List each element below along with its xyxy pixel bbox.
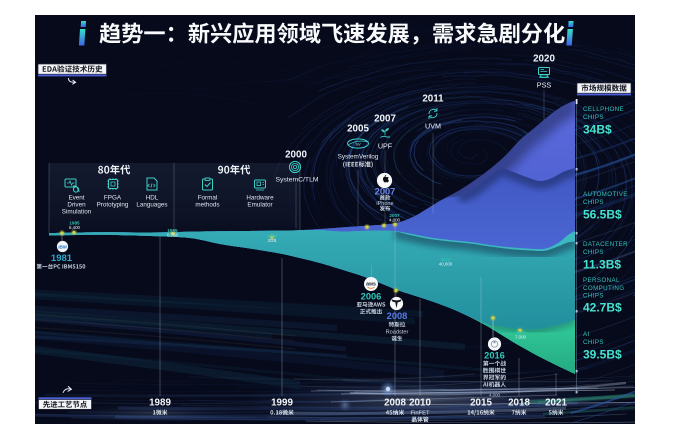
- svg-text:Emulator: Emulator: [247, 202, 272, 209]
- svg-text:CHIPS: CHIPS: [583, 114, 604, 121]
- svg-text:2020: 2020: [533, 54, 555, 65]
- svg-text:2021: 2021: [545, 398, 567, 409]
- svg-text:6,400: 6,400: [69, 225, 81, 230]
- svg-text:2015: 2015: [515, 330, 526, 335]
- svg-text:2016: 2016: [484, 351, 505, 361]
- svg-text:FinFET: FinFET: [410, 411, 429, 417]
- svg-text:2000: 2000: [285, 150, 307, 161]
- svg-text:2012: 2012: [440, 257, 451, 262]
- svg-text:2007: 2007: [374, 114, 396, 125]
- svg-text:1989: 1989: [149, 398, 171, 409]
- svg-text:SystemC/TLM: SystemC/TLM: [275, 177, 318, 184]
- svg-text:1995: 1995: [167, 228, 178, 233]
- svg-text:FPGA: FPGA: [104, 195, 122, 202]
- svg-text:2010: 2010: [409, 398, 431, 409]
- svg-text:PSS: PSS: [537, 81, 552, 90]
- svg-text:AUTOMOTIVE: AUTOMOTIVE: [583, 191, 628, 198]
- svg-text:2008: 2008: [384, 398, 406, 409]
- svg-text:CHIPS: CHIPS: [583, 339, 604, 346]
- svg-text:2005: 2005: [347, 124, 369, 135]
- svg-text:Prototyping: Prototyping: [97, 202, 129, 209]
- svg-text:methods: methods: [195, 202, 219, 209]
- svg-text:SV: SV: [355, 141, 361, 146]
- svg-text:4,000: 4,000: [489, 393, 501, 398]
- svg-text:11.3B$: 11.3B$: [583, 258, 621, 272]
- svg-text:DATACENTER: DATACENTER: [583, 241, 628, 248]
- svg-text:2007: 2007: [375, 187, 396, 197]
- svg-text:AI: AI: [583, 331, 590, 338]
- svg-text:56.5B$: 56.5B$: [583, 208, 622, 222]
- svg-text:aws: aws: [366, 282, 376, 288]
- svg-text:Simulation: Simulation: [62, 209, 92, 216]
- svg-text:7,000: 7,000: [515, 335, 527, 340]
- svg-text:CHIPS: CHIPS: [583, 199, 604, 206]
- svg-text:2000: 2000: [267, 234, 278, 239]
- svg-text:CELLPHONE: CELLPHONE: [583, 106, 624, 113]
- svg-text:2006: 2006: [361, 292, 382, 302]
- svg-text:Hardware: Hardware: [246, 195, 274, 202]
- svg-text:0.768: 0.768: [167, 233, 179, 238]
- svg-text:HDL: HDL: [146, 195, 159, 202]
- svg-text:Driven: Driven: [67, 202, 86, 209]
- svg-text:COMPUTING: COMPUTING: [583, 285, 624, 292]
- svg-text:1981: 1981: [51, 253, 73, 264]
- svg-text:Languages: Languages: [136, 202, 167, 209]
- svg-text:iPhone: iPhone: [376, 201, 393, 207]
- svg-text:Formal: Formal: [198, 195, 218, 202]
- svg-text:IBM: IBM: [58, 245, 67, 250]
- svg-text:UPF: UPF: [378, 142, 393, 151]
- svg-text:2011: 2011: [422, 94, 444, 105]
- svg-text:4,000: 4,000: [389, 218, 401, 223]
- svg-text:CHIPS: CHIPS: [583, 293, 604, 300]
- svg-text:CHIPS: CHIPS: [583, 249, 604, 256]
- svg-text:SystemVerilog: SystemVerilog: [338, 154, 379, 161]
- svg-text:42.7B$: 42.7B$: [583, 301, 622, 315]
- svg-text:2008: 2008: [387, 311, 408, 321]
- svg-text:PERSONAL: PERSONAL: [583, 277, 620, 284]
- svg-text:2007: 2007: [389, 213, 400, 218]
- svg-text:2GB: 2GB: [268, 238, 277, 243]
- svg-text:40,000: 40,000: [439, 262, 453, 267]
- svg-text:Roadster: Roadster: [386, 329, 409, 335]
- svg-text:2015: 2015: [470, 398, 492, 409]
- svg-text:Event: Event: [68, 195, 84, 202]
- svg-text:1985: 1985: [69, 221, 80, 226]
- svg-text:2018: 2018: [508, 398, 530, 409]
- svg-text:1999: 1999: [271, 398, 293, 409]
- svg-text:34B$: 34B$: [583, 123, 612, 137]
- svg-text:39.5B$: 39.5B$: [583, 348, 622, 362]
- svg-text:UVM: UVM: [425, 122, 441, 131]
